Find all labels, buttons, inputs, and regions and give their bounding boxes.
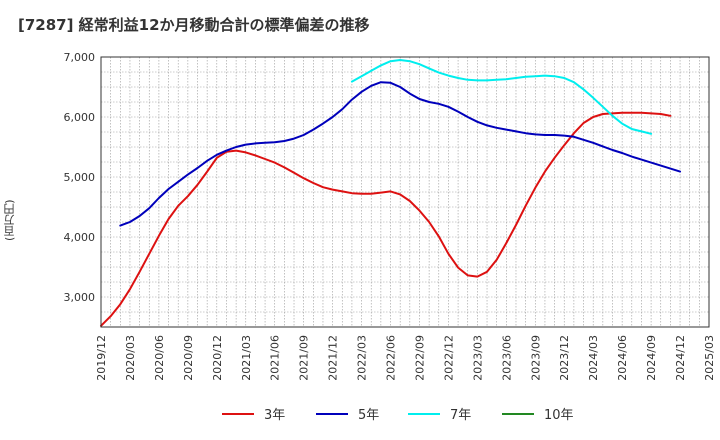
x-tick-label: 2023/12 (558, 335, 571, 381)
x-tick-label: 2024/06 (616, 335, 629, 381)
x-tick-label: 2022/03 (356, 335, 369, 381)
legend-label: 3年 (264, 408, 285, 423)
x-tick-label: 2023/09 (529, 335, 542, 381)
x-tick-label: 2022/06 (385, 335, 398, 381)
x-tick-label: 2023/03 (471, 335, 484, 381)
x-tick-label: 2020/06 (153, 335, 166, 381)
y-tick-label: 6,000 (64, 111, 96, 124)
legend-label: 10年 (544, 408, 574, 423)
x-tick-label: 2024/09 (645, 335, 658, 381)
legend-label: 7年 (450, 408, 471, 423)
y-tick-label: 3,000 (64, 291, 96, 304)
series-line-3 (350, 59, 653, 135)
x-tick-label: 2021/09 (298, 335, 311, 381)
x-tick-label: 2021/03 (240, 335, 253, 381)
legend: 3年 5年 7年 10年 (222, 408, 574, 423)
x-tick-label: 2020/12 (211, 335, 224, 381)
x-tick-label: 2023/06 (500, 335, 513, 381)
x-tick-label: 2021/06 (269, 335, 282, 381)
x-tick-label: 2022/09 (413, 335, 426, 381)
x-tick-label: 2025/03 (703, 335, 716, 381)
y-tick-label: 4,000 (64, 231, 96, 244)
series-layer (100, 59, 682, 327)
y-tick-label: 7,000 (64, 51, 96, 64)
x-tick-label: 2021/12 (327, 335, 340, 381)
x-tick-label: 2019/12 (95, 335, 108, 381)
series-line-2 (119, 81, 682, 227)
x-tick-labels: 2019/12 2020/03 2020/06 2020/09 2020/12 2021/… (95, 335, 716, 381)
x-tick-label: 2024/12 (674, 335, 687, 381)
x-tick-label: 2020/09 (182, 335, 195, 381)
y-tick-labels: 3,000 4,000 5,000 6,000 7,000 (64, 51, 96, 304)
x-tick-label: 2024/03 (587, 335, 600, 381)
legend-label: 5年 (358, 408, 379, 423)
x-tick-label: 2020/03 (124, 335, 137, 381)
plot-frame (100, 56, 710, 328)
y-tick-label: 5,000 (64, 171, 96, 184)
chart-title: [7287] 経常利益12か月移動合計の標準偏差の推移 (18, 16, 370, 34)
grid-layer (101, 57, 709, 327)
x-tick-label: 2022/12 (442, 335, 455, 381)
series-line-1 (100, 111, 672, 327)
